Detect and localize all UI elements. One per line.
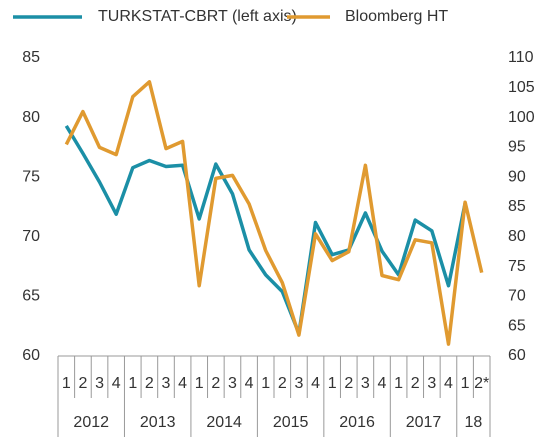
- y-tick-label: 70: [22, 228, 40, 245]
- x-tick-label: 3: [427, 375, 436, 392]
- x-tick-label: 1: [62, 375, 71, 392]
- y-tick-label: 60: [22, 347, 40, 364]
- y2-tick-label: 65: [508, 317, 526, 334]
- x-tick-label: 2*: [474, 375, 489, 392]
- series-line: [64, 80, 484, 346]
- y-tick-label: 65: [22, 288, 40, 305]
- legend-label: Bloomberg HT: [345, 8, 448, 25]
- x-tick-label: 1: [195, 375, 204, 392]
- x-tick-label: 2: [278, 375, 287, 392]
- y2-tick-label: 90: [508, 168, 526, 185]
- x-tick-label: 3: [162, 375, 171, 392]
- x-tick-label: 4: [444, 375, 453, 392]
- group-label: 18: [464, 414, 482, 431]
- y2-tick-label: 105: [508, 79, 535, 96]
- group-label: 2017: [406, 414, 442, 431]
- x-tick-label: 2: [145, 375, 154, 392]
- x-tick-label: 3: [95, 375, 104, 392]
- x-tick-label: 1: [461, 375, 470, 392]
- x-tick-label: 3: [361, 375, 370, 392]
- y2-tick-label: 85: [508, 198, 526, 215]
- y2-tick-label: 110: [508, 49, 534, 66]
- group-label: 2016: [339, 414, 375, 431]
- x-tick-label: 3: [228, 375, 237, 392]
- series-line: [64, 124, 467, 336]
- x-tick-label: 4: [112, 375, 121, 392]
- group-label: 2012: [73, 414, 109, 431]
- y2-tick-label: 100: [508, 109, 535, 126]
- x-tick-label: 2: [211, 375, 220, 392]
- group-label: 2015: [273, 414, 309, 431]
- x-tick-label: 1: [328, 375, 337, 392]
- y2-tick-label: 95: [508, 139, 526, 156]
- x-tick-label: 2: [411, 375, 420, 392]
- x-tick-label: 2: [78, 375, 87, 392]
- y2-tick-label: 60: [508, 347, 526, 364]
- x-tick-label: 4: [378, 375, 387, 392]
- y-tick-label: 80: [22, 109, 40, 126]
- x-tick-label: 2: [344, 375, 353, 392]
- y-tick-label: 85: [22, 49, 40, 66]
- x-tick-label: 4: [311, 375, 320, 392]
- x-tick-label: 1: [261, 375, 270, 392]
- x-tick-label: 1: [394, 375, 403, 392]
- y2-tick-label: 80: [508, 228, 526, 245]
- x-tick-label: 4: [178, 375, 187, 392]
- y2-tick-label: 75: [508, 258, 526, 275]
- y-tick-label: 75: [22, 168, 40, 185]
- x-tick-label: 3: [294, 375, 303, 392]
- x-tick-label: 1: [128, 375, 137, 392]
- y2-tick-label: 70: [508, 288, 526, 305]
- group-label: 2014: [206, 414, 242, 431]
- x-tick-label: 4: [245, 375, 254, 392]
- legend-label: TURKSTAT-CBRT (left axis): [98, 8, 297, 25]
- group-label: 2013: [140, 414, 176, 431]
